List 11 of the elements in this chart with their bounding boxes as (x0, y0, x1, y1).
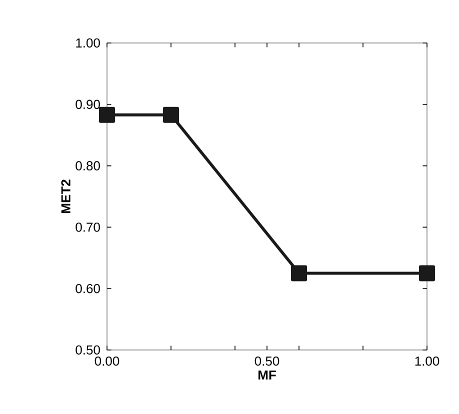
y-tick-label: 0.50 (76, 345, 100, 355)
x-tick-label: 0.00 (94, 356, 120, 366)
y-tick-label: 0.90 (76, 100, 100, 109)
y-tick-label: 0.70 (76, 222, 100, 232)
y-tick-label: 0.80 (76, 161, 100, 170)
y-axis-title: MET2 (61, 180, 70, 213)
x-tick-label: 1.00 (415, 356, 440, 366)
y-tick-label: 1.00 (76, 38, 100, 48)
x-tick-label: 0.50 (254, 356, 280, 366)
y-tick-label: 0.60 (76, 284, 100, 294)
x-axis-title: MF (258, 370, 276, 380)
